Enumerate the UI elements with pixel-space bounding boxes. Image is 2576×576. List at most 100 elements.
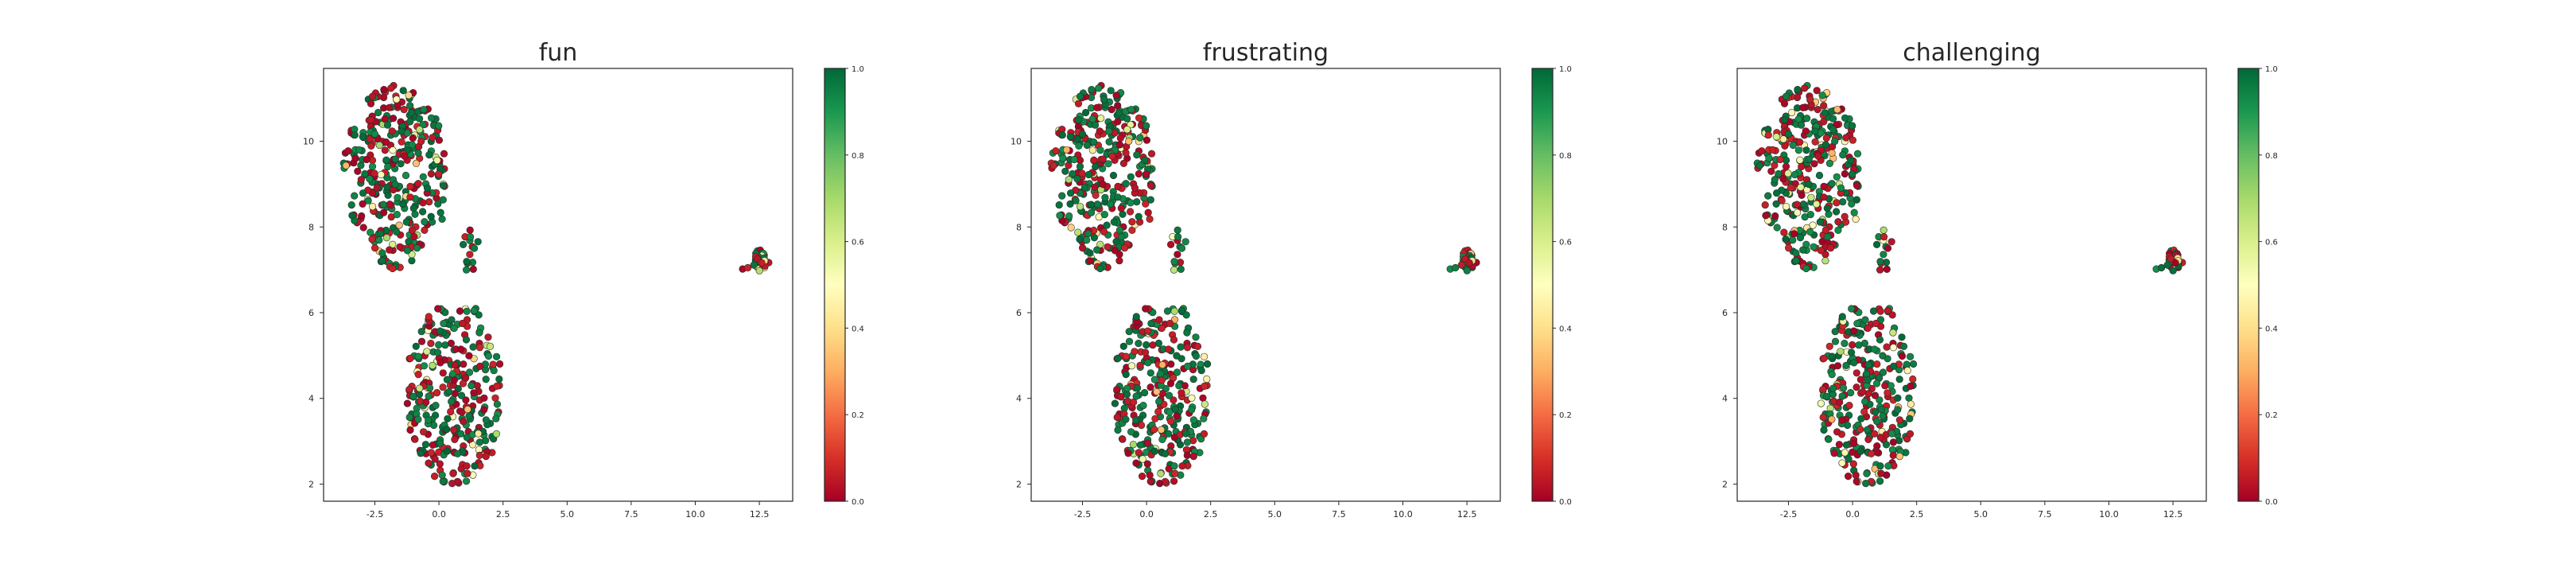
colorbar-tick-label: 1.0 [2265, 65, 2278, 74]
colorbar: 0.0 0.2 0.4 0.6 0.8 1.0 [824, 65, 864, 507]
scatter-point [417, 337, 426, 345]
scatter-point [1821, 109, 1829, 117]
scatter-point [1177, 265, 1185, 274]
scatter-point [486, 342, 495, 351]
scatter-point [1154, 407, 1162, 416]
colorbar-tick-label: 0.8 [2265, 152, 2278, 161]
scatter-point [389, 146, 397, 154]
scatter-point [1787, 184, 1794, 192]
scatter-point [410, 232, 418, 241]
scatter-point [1823, 204, 1831, 212]
scatter-point [1825, 210, 1833, 218]
scatter-point [1174, 251, 1181, 259]
scatter-point [1058, 192, 1066, 200]
scatter-point [484, 352, 493, 360]
scatter-point [1133, 198, 1141, 206]
x-tick-label: 7.5 [2038, 509, 2052, 520]
scatter-point [1131, 348, 1139, 356]
scatter-point [1146, 477, 1154, 485]
scatter-point [433, 348, 442, 356]
scatter-point [391, 155, 399, 163]
scatter-point [1772, 133, 1780, 141]
scatter-point [1805, 181, 1813, 189]
scatter-point [435, 341, 443, 349]
scatter-point [394, 193, 402, 201]
scatter-point [449, 426, 458, 434]
scatter-point [1114, 102, 1122, 110]
scatter-point [482, 452, 490, 461]
scatter-point [406, 102, 414, 110]
scatter-point [1849, 170, 1856, 178]
scatter-point [417, 450, 425, 457]
scatter-point [1876, 462, 1884, 470]
scatter-point [1147, 150, 1156, 158]
scatter-point [368, 235, 376, 243]
scatter-point [1143, 327, 1152, 335]
scatter-point [1114, 118, 1122, 126]
scatter-point [1096, 264, 1104, 273]
scatter-point [1136, 361, 1144, 370]
scatter-point [1135, 340, 1143, 348]
scatter-point [1831, 337, 1840, 345]
scatter-point [1824, 232, 1832, 241]
colorbar-tick-label: 0.6 [852, 239, 864, 247]
scatter-point [1126, 208, 1135, 216]
scatter-point [1096, 115, 1105, 123]
x-tick-label: 7.5 [1332, 509, 1346, 520]
scatter-point [1801, 84, 1809, 92]
scatter-point [465, 412, 473, 420]
scatter-point [1465, 259, 1473, 267]
scatter-point [1829, 391, 1837, 399]
scatter-point [1820, 426, 1828, 434]
scatter-point [1114, 182, 1122, 190]
scatter-point [414, 352, 422, 360]
scatter-point [1125, 328, 1133, 336]
scatter-points [1753, 81, 2186, 488]
scatter-point [1833, 106, 1841, 114]
scatter-point [1825, 159, 1833, 167]
scatter-point [423, 184, 432, 192]
scatter-point [401, 152, 409, 160]
axes-frame [1030, 68, 1501, 502]
scatter-point [1120, 244, 1129, 252]
scatter-point [1193, 342, 1202, 351]
panel-1: fun-2.5 0.0 2.5 5.0 7.5 10.0 12.52468100.00.20… [303, 39, 864, 520]
scatter-point [1167, 360, 1175, 368]
scatter-point [1170, 307, 1178, 315]
scatter-point [1170, 336, 1178, 344]
scatter-point [1852, 471, 1860, 479]
scatter-point [359, 189, 367, 197]
scatter-point [434, 200, 442, 208]
colorbar-gradient [1532, 68, 1553, 501]
scatter-point [1087, 200, 1095, 208]
scatter-point [2158, 263, 2166, 272]
scatter-point [1119, 435, 1127, 443]
scatter-point [1772, 200, 1780, 208]
scatter-point [1856, 447, 1864, 455]
scatter-point [1849, 122, 1856, 130]
scatter-point [1879, 368, 1887, 376]
scatter-point [1066, 133, 1074, 141]
scatter-point [1845, 472, 1852, 481]
y-tick-label: 6 [308, 308, 314, 318]
colorbar-tick-label: 0.8 [852, 152, 864, 161]
scatter-point [1166, 379, 1175, 387]
scatter-point [1132, 392, 1140, 400]
scatter-point [1852, 215, 1860, 224]
scatter-point [1817, 247, 1825, 255]
scatter-point [1831, 328, 1839, 336]
scatter-point [1100, 228, 1108, 236]
scatter-point [476, 362, 484, 371]
scatter-point [393, 228, 401, 236]
scatter-point [1118, 232, 1126, 241]
scatter-point [1876, 396, 1884, 404]
scatter-point [1871, 430, 1879, 438]
scatter-point [1819, 413, 1827, 422]
scatter-point [441, 341, 449, 349]
scatter-point [1100, 95, 1108, 103]
colorbar-gradient [824, 68, 845, 501]
scatter-point [355, 146, 363, 154]
scatter-point [398, 138, 405, 146]
scatter-point [422, 398, 430, 407]
scatter-point [384, 191, 392, 199]
